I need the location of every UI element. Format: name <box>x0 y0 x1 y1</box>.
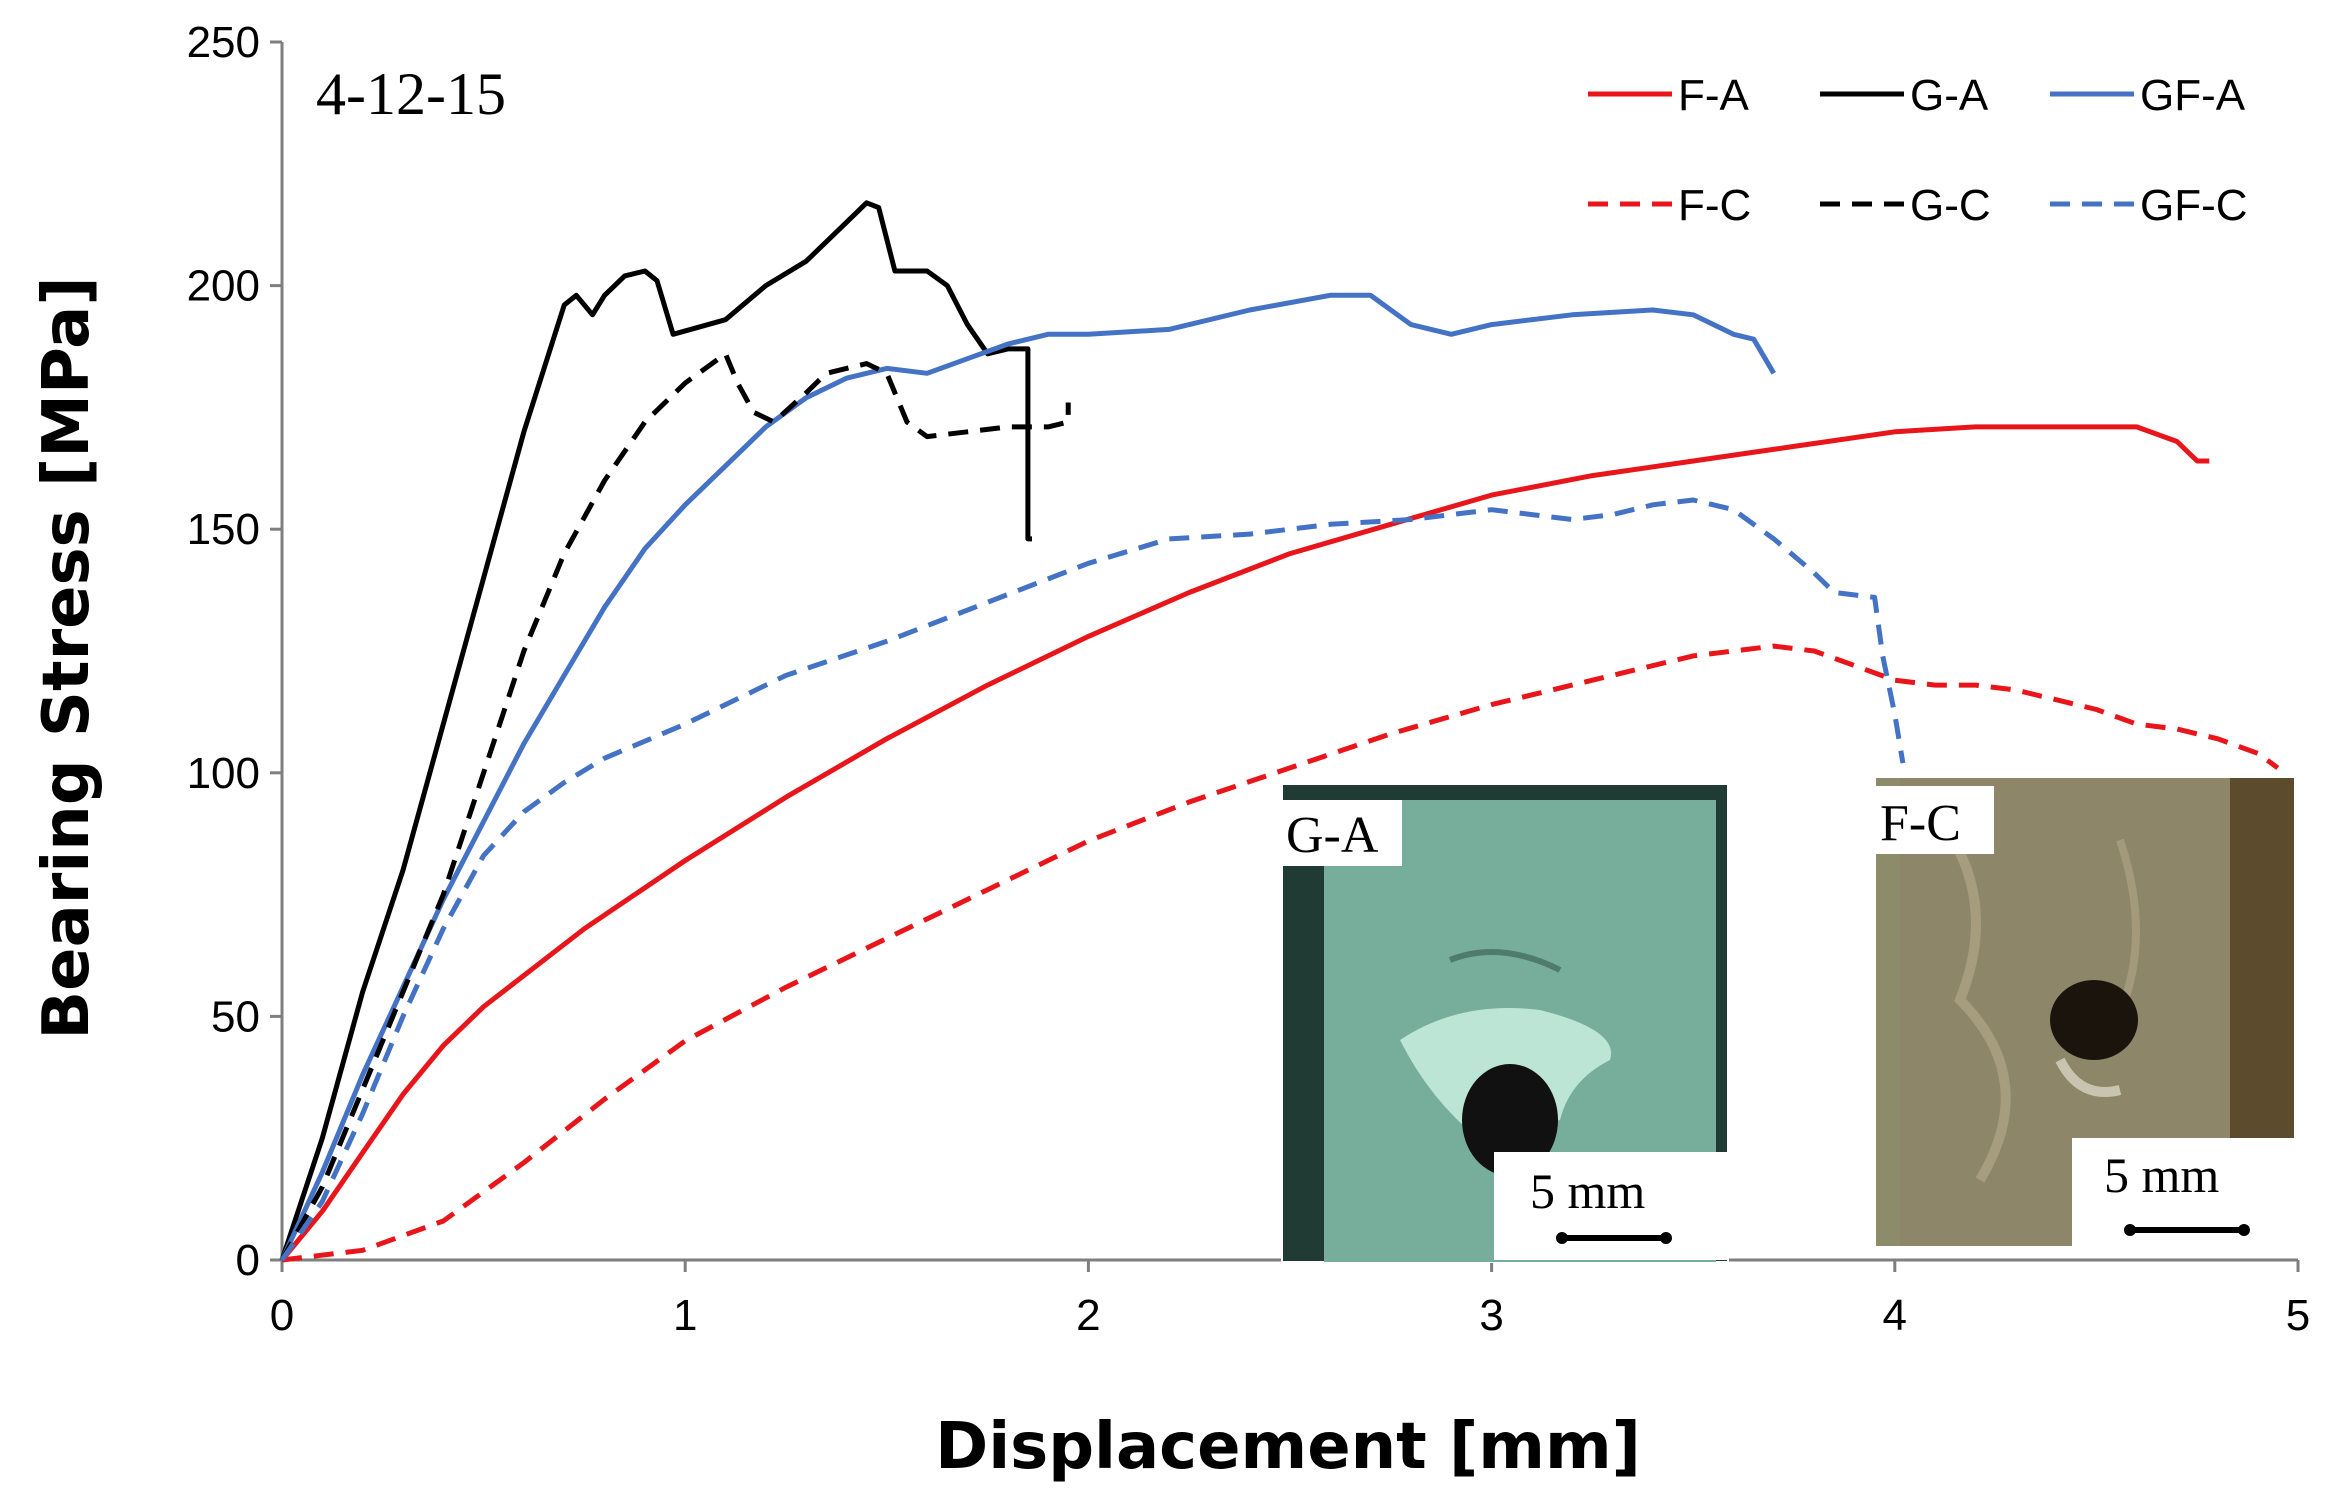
series-line-gf-c <box>279 497 1906 1262</box>
scale-bar-label-f-c: 5 mm <box>2104 1147 2219 1203</box>
inset-photo-f-c: F-C 5 mm <box>1875 777 2295 1247</box>
x-axis-title: Displacement [mm] <box>935 1410 1641 1484</box>
x-tick-label: 0 <box>270 1291 294 1340</box>
scale-bar-label-g-a: 5 mm <box>1530 1163 1645 1219</box>
y-tick-label: 0 <box>236 1236 260 1285</box>
chart-texts: 4-12-15 Displacement [mm] Bearing Stress… <box>30 61 1641 1484</box>
legend-label-f-c: F-C <box>1678 181 1751 230</box>
x-tick-label: 5 <box>2286 1291 2310 1340</box>
chart-annotation: 4-12-15 <box>316 61 506 127</box>
series-line-f-c <box>281 643 2280 1263</box>
series-line-gf-a <box>279 292 1776 1262</box>
series-line-g-a <box>279 200 1032 1261</box>
legend-label-g-c: G-C <box>1910 181 1991 230</box>
x-tick-label: 1 <box>673 1291 697 1340</box>
inset-label-f-c: F-C <box>1880 795 1961 852</box>
legend-label-gf-a: GF-A <box>2140 71 2246 120</box>
x-tick-label: 2 <box>1076 1291 1100 1340</box>
y-tick-label: 50 <box>211 992 260 1041</box>
y-axis-title: Bearing Stress [MPa] <box>30 276 104 1039</box>
y-tick-label: 250 <box>187 18 260 67</box>
x-tick-label: 4 <box>1883 1291 1907 1340</box>
legend-label-gf-c: GF-C <box>2140 181 2248 230</box>
y-tick-label: 100 <box>187 749 260 798</box>
inset-label-g-a: G-A <box>1286 807 1379 864</box>
inset-photo-g-a: G-A 5 mm <box>1281 783 1729 1263</box>
series-line-f-a <box>280 424 2210 1262</box>
legend: F-A G-A GF-A F-C G-C GF-C <box>1588 71 2248 230</box>
series-group <box>279 200 2280 1263</box>
insets: G-A 5 mm F-C 5 mm <box>1281 777 2295 1263</box>
series-line-g-c <box>279 351 1071 1262</box>
y-tick-label: 150 <box>187 505 260 554</box>
legend-label-g-a: G-A <box>1910 71 1989 120</box>
y-tick-label: 200 <box>187 262 260 311</box>
legend-label-f-a: F-A <box>1678 71 1750 120</box>
x-tick-label: 3 <box>1479 1291 1503 1340</box>
